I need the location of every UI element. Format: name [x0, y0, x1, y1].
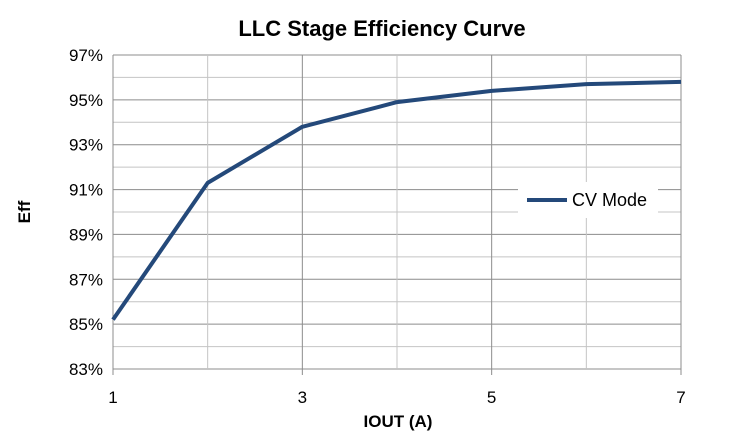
- y-tick-label: 85%: [69, 315, 103, 334]
- y-axis-label: Eff: [15, 200, 34, 223]
- x-tick-label: 5: [487, 388, 496, 407]
- x-tick-label: 7: [676, 388, 685, 407]
- x-axis-label: IOUT (A): [364, 412, 433, 431]
- chart-title: LLC Stage Efficiency Curve: [238, 16, 525, 41]
- y-ticks: 83% 85% 87% 89% 91% 93% 95% 97%: [69, 46, 103, 379]
- x-tick-label: 1: [108, 388, 117, 407]
- y-tick-label: 91%: [69, 181, 103, 200]
- y-tick-label: 93%: [69, 136, 103, 155]
- y-tick-label: 89%: [69, 225, 103, 244]
- legend: CV Mode: [518, 182, 658, 218]
- y-tick-label: 97%: [69, 46, 103, 65]
- x-ticks: 1 3 5 7: [108, 388, 685, 407]
- y-tick-label: 95%: [69, 91, 103, 110]
- series-layer: [111, 79, 682, 321]
- grid: [112, 54, 682, 375]
- x-tick-label: 3: [298, 388, 307, 407]
- y-tick-label: 87%: [69, 270, 103, 289]
- legend-label: CV Mode: [572, 190, 647, 210]
- y-tick-label: 83%: [69, 360, 103, 379]
